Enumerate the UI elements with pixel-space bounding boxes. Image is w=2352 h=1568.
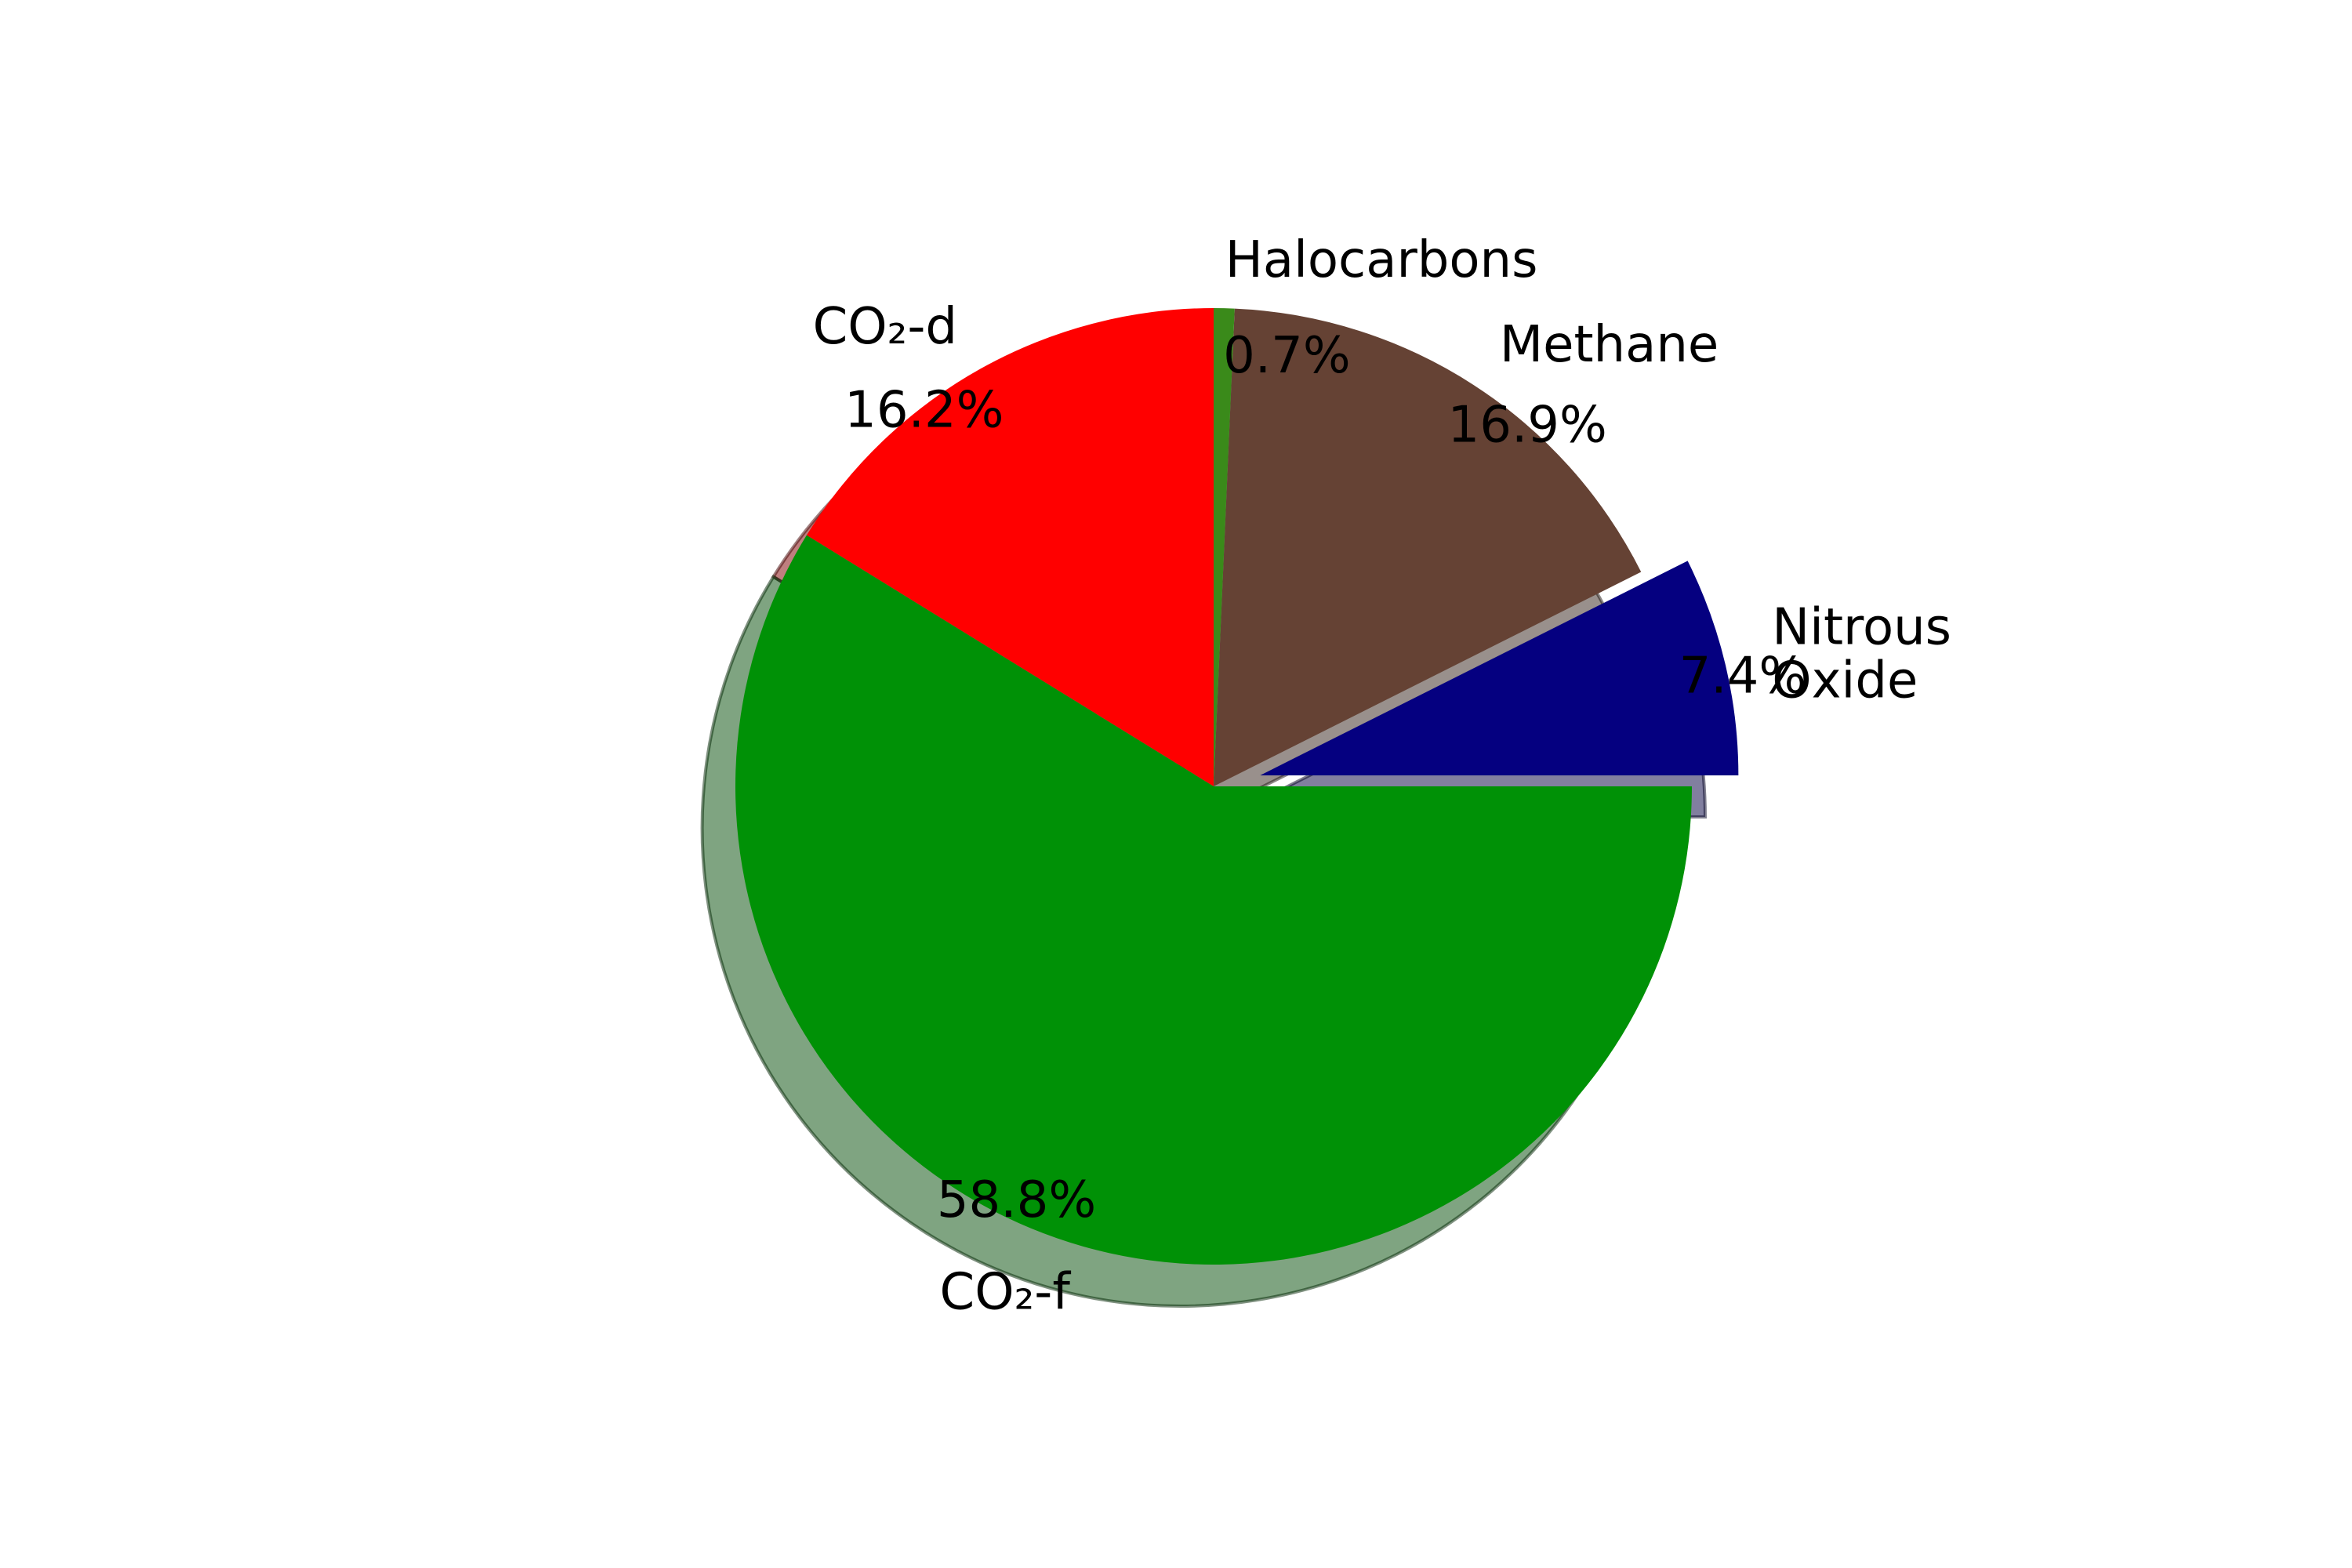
pie-slice-co-f [735, 535, 1692, 1265]
pie-slice-halocarbons [1214, 308, 1235, 786]
slice-label-methane: Methane [1500, 316, 1719, 374]
pie-slice-methane [1214, 308, 1642, 786]
slice-label-nitrous-oxide: Nitrous Oxide [1772, 598, 1951, 710]
slice-label-halocarbons: Halocarbons [1225, 231, 1538, 289]
slice-percent-methane: 16.9% [1448, 396, 1607, 454]
slice-label-co-d: CO₂-d [813, 298, 957, 356]
pie-slices [735, 308, 1739, 1265]
slice-percent-nitrous-oxide: 7.4% [1679, 647, 1807, 705]
slice-percent-co-f: 58.8% [937, 1171, 1096, 1229]
slice-percent-co-d: 16.2% [844, 382, 1004, 440]
slice-label-co-f: CO₂-f [940, 1264, 1072, 1322]
pie-slice-nitrous-oxide [1260, 561, 1739, 775]
pie-slice-co-d [806, 308, 1214, 786]
slice-percent-halocarbons: 0.7% [1223, 327, 1351, 385]
